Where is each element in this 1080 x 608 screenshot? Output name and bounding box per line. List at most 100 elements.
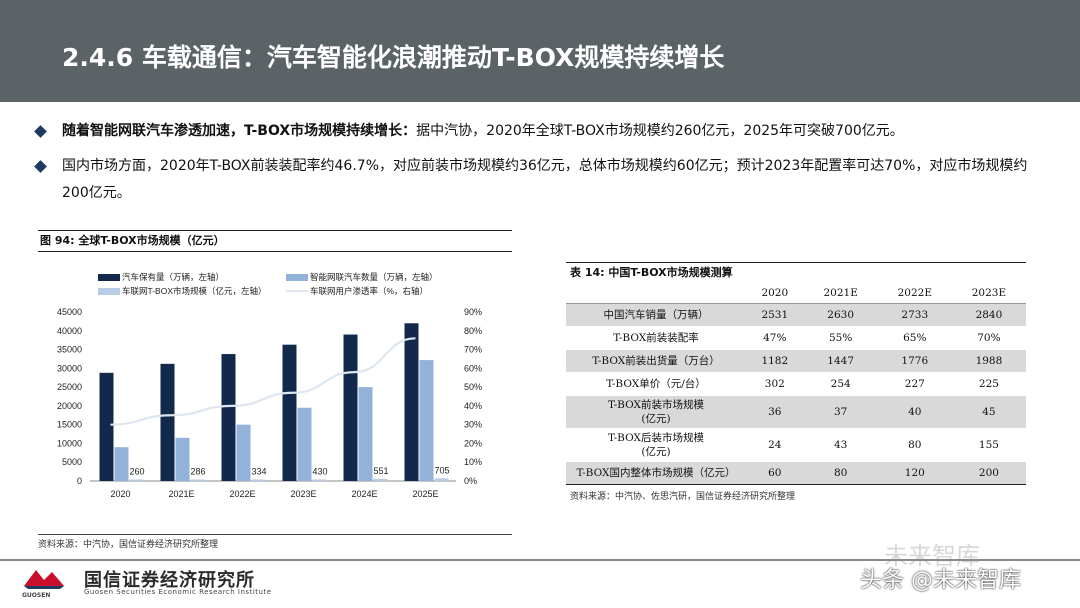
- table-cell: 24: [746, 428, 804, 462]
- table-cell: 43: [803, 428, 878, 462]
- y-left-tick: 30000: [57, 363, 82, 373]
- chart-figure: 图 94: 全球T-BOX市场规模（亿元） 汽车保有量（万辆，左轴） 智能网联汽车…: [38, 230, 512, 538]
- bar-3: [251, 479, 266, 481]
- legend-label: 车联网用户渗透率（%，右轴）: [310, 286, 428, 296]
- legend-label: 智能网联汽车数量（万辆，左轴）: [310, 272, 438, 282]
- legend-label: 车联网T-BOX市场规模（亿元，左轴）: [122, 286, 267, 296]
- table-cell: 200: [951, 461, 1026, 485]
- table-cell: 70%: [951, 326, 1026, 350]
- table-cell: 2531: [746, 303, 804, 327]
- y-right-tick: 0%: [464, 476, 477, 486]
- table-title: 表 14: 中国T-BOX市场规模测算: [566, 262, 1026, 283]
- table-header-cell: 2020: [746, 283, 804, 304]
- x-tick-label: 2020: [110, 489, 130, 499]
- bar-data-label: 334: [251, 467, 266, 477]
- market-table: 2020 2021E 2022E 2023E 中国汽车销量（万辆） 2531 2630 273…: [566, 283, 1026, 485]
- x-tick-label: 2024E: [351, 489, 377, 499]
- page-title: 2.4.6 车载通信：汽车智能化浪潮推动T-BOX规模持续增长: [62, 43, 725, 72]
- penetration-line: [110, 337, 416, 426]
- bar-3: [312, 479, 327, 481]
- bar-2: [419, 360, 434, 481]
- table-cell: 80: [877, 428, 952, 462]
- table-header-cell: [566, 283, 746, 304]
- bar-data-label: 705: [434, 465, 449, 475]
- table-header-cell: 2023E: [951, 283, 1026, 304]
- table-cell: 47%: [746, 326, 804, 350]
- table-cell: 2840: [951, 303, 1026, 327]
- logo-en-text: Guosen Securities Economic Research Inst…: [84, 588, 272, 596]
- table-cell: 1776: [877, 349, 952, 373]
- x-tick-label: 2025E: [412, 489, 438, 499]
- table-cell: 60: [746, 461, 804, 485]
- table-cell: 302: [746, 372, 804, 396]
- guosen-logo-icon: [24, 570, 64, 589]
- table-cell: 1182: [746, 349, 804, 373]
- bar-data-label: 286: [190, 467, 205, 477]
- y-right-tick: 20%: [464, 438, 482, 448]
- x-tick-label: 2021E: [168, 489, 194, 499]
- bar-3: [434, 478, 449, 481]
- table-row-label: T-BOX后装市场规模 (亿元): [566, 428, 746, 462]
- table-cell: 227: [877, 372, 952, 396]
- table-row: T-BOX前装市场规模 (亿元) 36 37 40 45: [566, 395, 1026, 429]
- bullet-1-text: 据中汽协，2020年全球T-BOX市场规模约260亿元，2025年可突破700亿…: [416, 123, 904, 139]
- table-cell: 2733: [877, 303, 952, 327]
- y-left-tick: 5000: [62, 457, 82, 467]
- table-header-cell: 2022E: [877, 283, 952, 304]
- table-row-label: T-BOX单价（元/台）: [566, 372, 746, 396]
- y-left-tick: 25000: [57, 382, 82, 392]
- bar-3: [373, 478, 388, 481]
- legend-label: 汽车保有量（万辆，左轴）: [122, 272, 224, 282]
- table-cell: 40: [877, 395, 952, 429]
- bar-line-chart: 汽车保有量（万辆，左轴） 智能网联汽车数量（万辆，左轴） 车联网T-BOX市场规模（…: [57, 272, 482, 499]
- bar-1: [343, 334, 358, 481]
- bullet-diamond-icon: [34, 160, 47, 173]
- table-cell: 225: [951, 372, 1026, 396]
- bar-data-label: 551: [373, 466, 388, 476]
- y-left-tick: 15000: [57, 420, 82, 430]
- table-panel: 表 14: 中国T-BOX市场规模测算 2020 2021E 2022E 2023E 中…: [566, 262, 1026, 502]
- table-source: 资料来源：中汽协、佐思汽研，国信证券经济研究所整理: [570, 492, 796, 502]
- bullet-1-bold: 随着智能网联汽车渗透加速，T-BOX市场规模持续增长：: [62, 123, 417, 139]
- table-row-label: T-BOX前装出货量（万台）: [566, 349, 746, 373]
- bar-1: [404, 323, 419, 481]
- x-tick-label: 2023E: [290, 489, 316, 499]
- y-left-tick: 10000: [57, 438, 82, 448]
- figure-source: 资料来源：中汽协，国信证券经济研究所整理: [38, 534, 512, 550]
- y-left-tick: 20000: [57, 401, 82, 411]
- bar-3: [190, 479, 205, 481]
- bar-1: [99, 372, 114, 481]
- table-row: T-BOX国内整体市场规模（亿元） 60 80 120 200: [566, 461, 1026, 485]
- bar-1: [282, 344, 297, 481]
- y-left-tick: 45000: [57, 307, 82, 317]
- bar-data-label: 260: [129, 467, 144, 477]
- bullet-diamond-icon: [34, 125, 47, 138]
- table-cell: 80: [803, 461, 878, 485]
- legend-swatch: [98, 288, 120, 295]
- bullet-2: 国内市场方面，2020年T-BOX前装装配率约46.7%，对应前装市场规模约36…: [34, 153, 1046, 207]
- legend-swatch: [286, 274, 308, 281]
- y-right-tick: 30%: [464, 420, 482, 430]
- footer-divider: [0, 559, 1080, 561]
- legend-swatch: [98, 274, 120, 281]
- bullet-2-text: 国内市场方面，2020年T-BOX前装装配率约46.7%，对应前装市场规模约36…: [62, 158, 1028, 201]
- bar-1: [160, 363, 175, 481]
- table-row-label: T-BOX前装市场规模 (亿元): [566, 395, 746, 429]
- logo-cn-text: 国信证券经济研究所: [84, 570, 255, 591]
- table-cell: 55%: [803, 326, 878, 350]
- table-cell: 65%: [877, 326, 952, 350]
- y-left-tick: 35000: [57, 345, 82, 355]
- bar-3: [129, 479, 144, 481]
- watermark: 头条 @未来智库: [860, 568, 1021, 593]
- table-row-label: 中国汽车销量（万辆）: [566, 303, 746, 327]
- table-row-label: T-BOX国内整体市场规模（亿元）: [566, 461, 746, 485]
- figure-title: 图 94: 全球T-BOX市场规模（亿元）: [38, 230, 512, 252]
- y-left-tick: 0: [77, 476, 82, 486]
- logo-short: GUOSEN: [22, 592, 51, 599]
- bar-2: [175, 437, 190, 481]
- table-cell: 2630: [803, 303, 878, 327]
- table-row: T-BOX后装市场规模 (亿元) 24 43 80 155: [566, 428, 1026, 462]
- bar-2: [358, 387, 373, 481]
- bar-1: [221, 354, 236, 481]
- y-right-tick: 90%: [464, 307, 482, 317]
